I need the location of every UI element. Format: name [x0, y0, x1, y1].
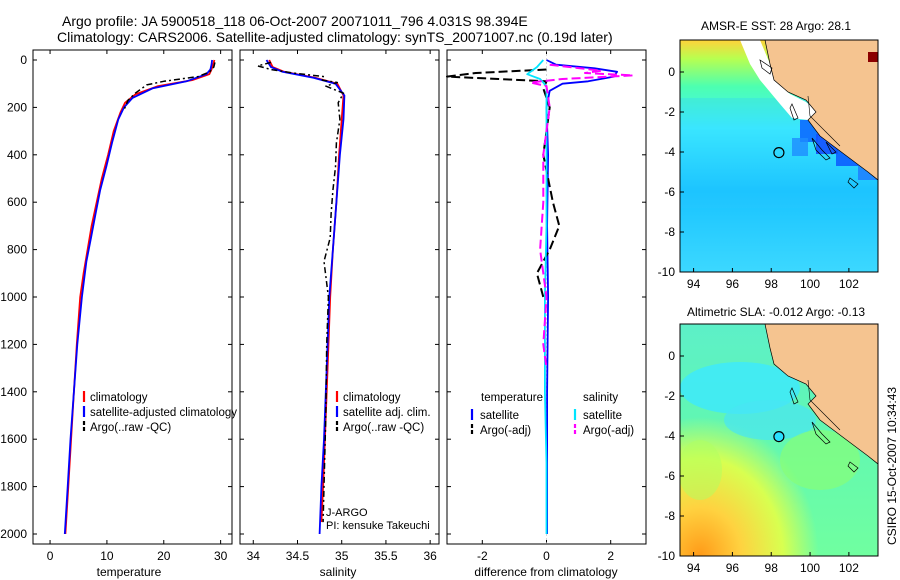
map-x-tick-label: 102 — [839, 277, 859, 291]
float-program-label: J-ARGO — [326, 507, 368, 519]
temperature-panel: 0 10 20 30 0 200 400 600 800 1000 1200 1400 1600 1800… — [0, 49, 237, 579]
sla-map-panel: Altimetric SLA: -0.012 Argo: -0.13 94 96 9… — [658, 305, 879, 575]
series-line-argo-raw-qc — [256, 61, 345, 523]
y-tick-label: 1000 — [0, 290, 27, 304]
legend-label: satellite-adjusted climatology — [90, 407, 237, 419]
map-y-tick-label: -2 — [664, 389, 675, 403]
sst-land — [764, 40, 878, 181]
y-tick-label: 400 — [7, 148, 27, 162]
difference-plot-area: -2 0 2 temperature satellite Argo(-adj) salini… — [446, 50, 646, 563]
map-y-tick-label: -2 — [664, 105, 675, 119]
map-y-tick-label: 0 — [668, 349, 675, 363]
sla-map-title: Altimetric SLA: -0.012 Argo: -0.13 — [687, 305, 865, 319]
series-line-temperature-argo-adj — [446, 68, 561, 298]
difference-xlabel: difference from climatology — [474, 565, 617, 579]
y-tick-label: 1200 — [0, 337, 27, 351]
map-y-tick-label: -4 — [664, 429, 675, 443]
x-tick-label: 34 — [247, 549, 261, 563]
y-tick-label: 1800 — [0, 480, 27, 494]
legend-label: satellite — [480, 410, 519, 422]
legend-label: climatology — [90, 392, 148, 404]
x-tick-label: 0 — [543, 549, 550, 563]
series-line-temperature-satellite — [545, 59, 618, 534]
legend-group-title: temperature — [481, 392, 543, 404]
y-tick-label: 2000 — [0, 527, 27, 541]
difference-panel: -2 0 2 temperature satellite Argo(-adj) salini… — [446, 49, 647, 579]
series-line-argo-raw-qc — [123, 62, 216, 111]
map-x-tick-label: 100 — [800, 277, 820, 291]
map-x-tick-label: 96 — [726, 561, 740, 575]
credit-timestamp: CSIRO 15-Oct-2007 10:34:43 — [885, 386, 899, 545]
map-x-tick-label: 98 — [765, 277, 779, 291]
legend-label: satellite adj. clim. — [343, 407, 431, 419]
sst-map-title: AMSR-E SST: 28 Argo: 28.1 — [701, 19, 851, 33]
x-tick-label: 35.5 — [374, 549, 398, 563]
map-y-tick-label: -6 — [664, 469, 675, 483]
map-x-tick-label: 100 — [800, 561, 820, 575]
map-x-tick-label: 96 — [726, 277, 740, 291]
sst-float-marker — [773, 147, 785, 159]
salinity-xlabel: salinity — [320, 565, 357, 579]
sst-map-axes: 94 96 98 100 102 0 -2 -4 -6 -8 -10 — [658, 65, 860, 291]
map-y-tick-label: 0 — [668, 65, 675, 79]
map-y-tick-label: -10 — [658, 265, 676, 279]
map-x-tick-label: 98 — [765, 561, 779, 575]
map-y-tick-label: -6 — [664, 185, 675, 199]
x-tick-label: 36 — [423, 549, 437, 563]
legend-label: Argo(..raw -QC) — [90, 422, 171, 434]
map-x-tick-label: 102 — [839, 561, 859, 575]
sst-map-field — [680, 40, 878, 272]
x-tick-label: 34.5 — [286, 549, 310, 563]
y-tick-label: 600 — [7, 195, 27, 209]
sla-map-frame — [679, 323, 879, 557]
float-pi-label: PI: kensuke Takeuchi — [326, 520, 430, 532]
map-x-tick-label: 94 — [687, 561, 701, 575]
salinity-plot-area: 34 34.5 35 35.5 36 climatology satellite adj. … — [240, 50, 439, 563]
figure-title-line-2: Climatology: CARS2006. Satellite-adjuste… — [57, 29, 613, 45]
x-tick-label: 20 — [157, 549, 171, 563]
x-tick-label: -2 — [477, 549, 488, 563]
salinity-panel: 34 34.5 35 35.5 36 climatology satellite adj. … — [239, 49, 440, 579]
sst-map-panel: AMSR-E SST: 28 Argo: 28.1 94 96 98 100 102 0 -… — [658, 19, 879, 291]
legend-label: Argo(..raw -QC) — [343, 422, 424, 434]
y-tick-label: 0 — [20, 53, 27, 67]
figure-title-line-1: Argo profile: JA 5900518_118 06-Oct-2007… — [62, 13, 528, 29]
x-tick-label: 2 — [607, 549, 614, 563]
sla-float-marker — [773, 431, 785, 443]
x-tick-label: 0 — [47, 549, 54, 563]
map-y-tick-label: -10 — [658, 549, 676, 563]
x-tick-label: 30 — [214, 549, 228, 563]
y-tick-label: 1600 — [0, 432, 27, 446]
sst-no-data-area — [740, 40, 818, 120]
legend-label: Argo(-adj) — [583, 425, 634, 437]
map-y-tick-label: -8 — [664, 225, 675, 239]
temperature-axes-box — [32, 49, 233, 545]
map-y-tick-label: -8 — [664, 509, 675, 523]
series-line-satellite-adj-clim — [265, 59, 346, 535]
series-line-satellite-adjusted-climatology — [63, 59, 213, 535]
map-y-tick-label: -4 — [664, 145, 675, 159]
y-tick-label: 800 — [7, 243, 27, 257]
x-tick-label: 35 — [335, 549, 349, 563]
y-tick-label: 200 — [7, 100, 27, 114]
map-x-tick-label: 94 — [687, 277, 701, 291]
y-tick-label: 1400 — [0, 385, 27, 399]
legend-label: climatology — [343, 392, 401, 404]
legend-label: satellite — [583, 410, 622, 422]
sla-land — [764, 324, 878, 465]
legend-group-title: salinity — [583, 392, 618, 404]
legend-label: Argo(-adj) — [480, 425, 531, 437]
sla-map-axes: 94 96 98 100 102 0 -2 -4 -6 -8 -10 — [658, 349, 860, 575]
temperature-xlabel: temperature — [97, 565, 162, 579]
sst-map-frame — [679, 39, 879, 273]
temperature-plot-area: 0 10 20 30 0 200 400 600 800 1000 1200 1400 1600 1800… — [0, 50, 237, 563]
salinity-axes-box — [239, 49, 440, 545]
x-tick-label: 10 — [100, 549, 114, 563]
